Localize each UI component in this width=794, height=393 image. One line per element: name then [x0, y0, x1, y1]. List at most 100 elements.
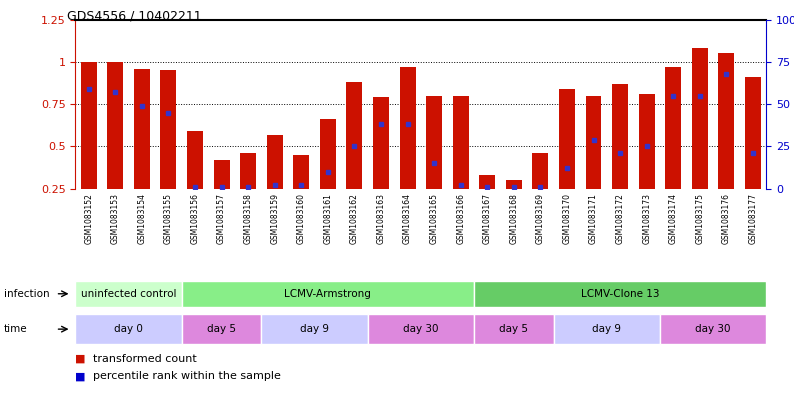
Bar: [214, 160, 229, 189]
Bar: [75, 314, 182, 344]
Bar: [692, 48, 707, 189]
Text: GSM1083168: GSM1083168: [509, 193, 518, 244]
Bar: [480, 175, 495, 189]
Text: GSM1083155: GSM1083155: [164, 193, 173, 244]
Bar: [261, 314, 368, 344]
Bar: [182, 281, 474, 307]
Text: GDS4556 / 10402211: GDS4556 / 10402211: [67, 10, 202, 23]
Bar: [745, 77, 761, 189]
Text: GSM1083169: GSM1083169: [536, 193, 545, 244]
Bar: [474, 281, 766, 307]
Text: ■: ■: [75, 371, 86, 381]
Text: GSM1083175: GSM1083175: [696, 193, 704, 244]
Bar: [559, 89, 575, 189]
Text: GSM1083152: GSM1083152: [84, 193, 93, 244]
Bar: [399, 67, 415, 189]
Bar: [134, 69, 150, 189]
Text: GSM1083156: GSM1083156: [191, 193, 199, 244]
Text: GSM1083166: GSM1083166: [457, 193, 465, 244]
Text: percentile rank within the sample: percentile rank within the sample: [93, 371, 281, 381]
Text: day 9: day 9: [592, 324, 621, 334]
Text: transformed count: transformed count: [93, 354, 197, 364]
Text: GSM1083174: GSM1083174: [669, 193, 678, 244]
Bar: [314, 189, 341, 277]
Bar: [426, 95, 442, 189]
Text: day 30: day 30: [696, 324, 730, 334]
Bar: [447, 189, 474, 277]
Text: ■: ■: [75, 354, 86, 364]
Bar: [500, 189, 527, 277]
Bar: [740, 189, 766, 277]
Bar: [474, 314, 553, 344]
Text: uninfected control: uninfected control: [81, 289, 176, 299]
Text: GSM1083157: GSM1083157: [217, 193, 226, 244]
Text: GSM1083161: GSM1083161: [323, 193, 333, 244]
Bar: [81, 62, 97, 189]
Bar: [527, 189, 553, 277]
Text: GSM1083176: GSM1083176: [722, 193, 730, 244]
Bar: [341, 189, 368, 277]
Text: time: time: [4, 324, 28, 334]
Text: GSM1083171: GSM1083171: [589, 193, 598, 244]
Bar: [719, 53, 734, 189]
Bar: [208, 189, 235, 277]
Bar: [240, 153, 256, 189]
Bar: [368, 314, 474, 344]
Bar: [638, 94, 654, 189]
Bar: [585, 95, 602, 189]
Bar: [713, 189, 740, 277]
Bar: [607, 189, 634, 277]
Text: day 5: day 5: [499, 324, 528, 334]
Bar: [320, 119, 336, 189]
Bar: [75, 189, 102, 277]
Bar: [267, 134, 283, 189]
Text: LCMV-Clone 13: LCMV-Clone 13: [581, 289, 659, 299]
Bar: [533, 153, 549, 189]
Text: day 5: day 5: [207, 324, 236, 334]
Bar: [580, 189, 607, 277]
Text: infection: infection: [4, 289, 49, 299]
Text: LCMV-Armstrong: LCMV-Armstrong: [284, 289, 372, 299]
Bar: [182, 189, 208, 277]
Bar: [553, 189, 580, 277]
Bar: [261, 189, 288, 277]
Bar: [107, 62, 123, 189]
Bar: [506, 180, 522, 189]
Text: GSM1083165: GSM1083165: [430, 193, 438, 244]
Text: GSM1083167: GSM1083167: [483, 193, 491, 244]
Bar: [235, 189, 261, 277]
Bar: [395, 189, 421, 277]
Text: GSM1083162: GSM1083162: [350, 193, 359, 244]
Text: day 30: day 30: [403, 324, 438, 334]
Text: GSM1083153: GSM1083153: [111, 193, 120, 244]
Bar: [102, 189, 129, 277]
Bar: [634, 189, 660, 277]
Bar: [293, 155, 309, 189]
Bar: [453, 95, 468, 189]
Bar: [553, 314, 660, 344]
Bar: [160, 70, 176, 189]
Bar: [474, 189, 500, 277]
Text: GSM1083154: GSM1083154: [137, 193, 146, 244]
Bar: [373, 97, 389, 189]
Bar: [75, 281, 182, 307]
Bar: [660, 189, 687, 277]
Text: GSM1083164: GSM1083164: [403, 193, 412, 244]
Bar: [660, 314, 766, 344]
Bar: [129, 189, 155, 277]
Bar: [421, 189, 447, 277]
Text: day 9: day 9: [300, 324, 329, 334]
Text: day 0: day 0: [114, 324, 143, 334]
Bar: [368, 189, 395, 277]
Bar: [346, 82, 362, 189]
Bar: [182, 314, 261, 344]
Text: GSM1083159: GSM1083159: [270, 193, 279, 244]
Text: GSM1083177: GSM1083177: [749, 193, 757, 244]
Text: GSM1083173: GSM1083173: [642, 193, 651, 244]
Text: GSM1083170: GSM1083170: [562, 193, 572, 244]
Bar: [687, 189, 713, 277]
Bar: [612, 84, 628, 189]
Bar: [288, 189, 314, 277]
Text: GSM1083160: GSM1083160: [297, 193, 306, 244]
Text: GSM1083158: GSM1083158: [244, 193, 252, 244]
